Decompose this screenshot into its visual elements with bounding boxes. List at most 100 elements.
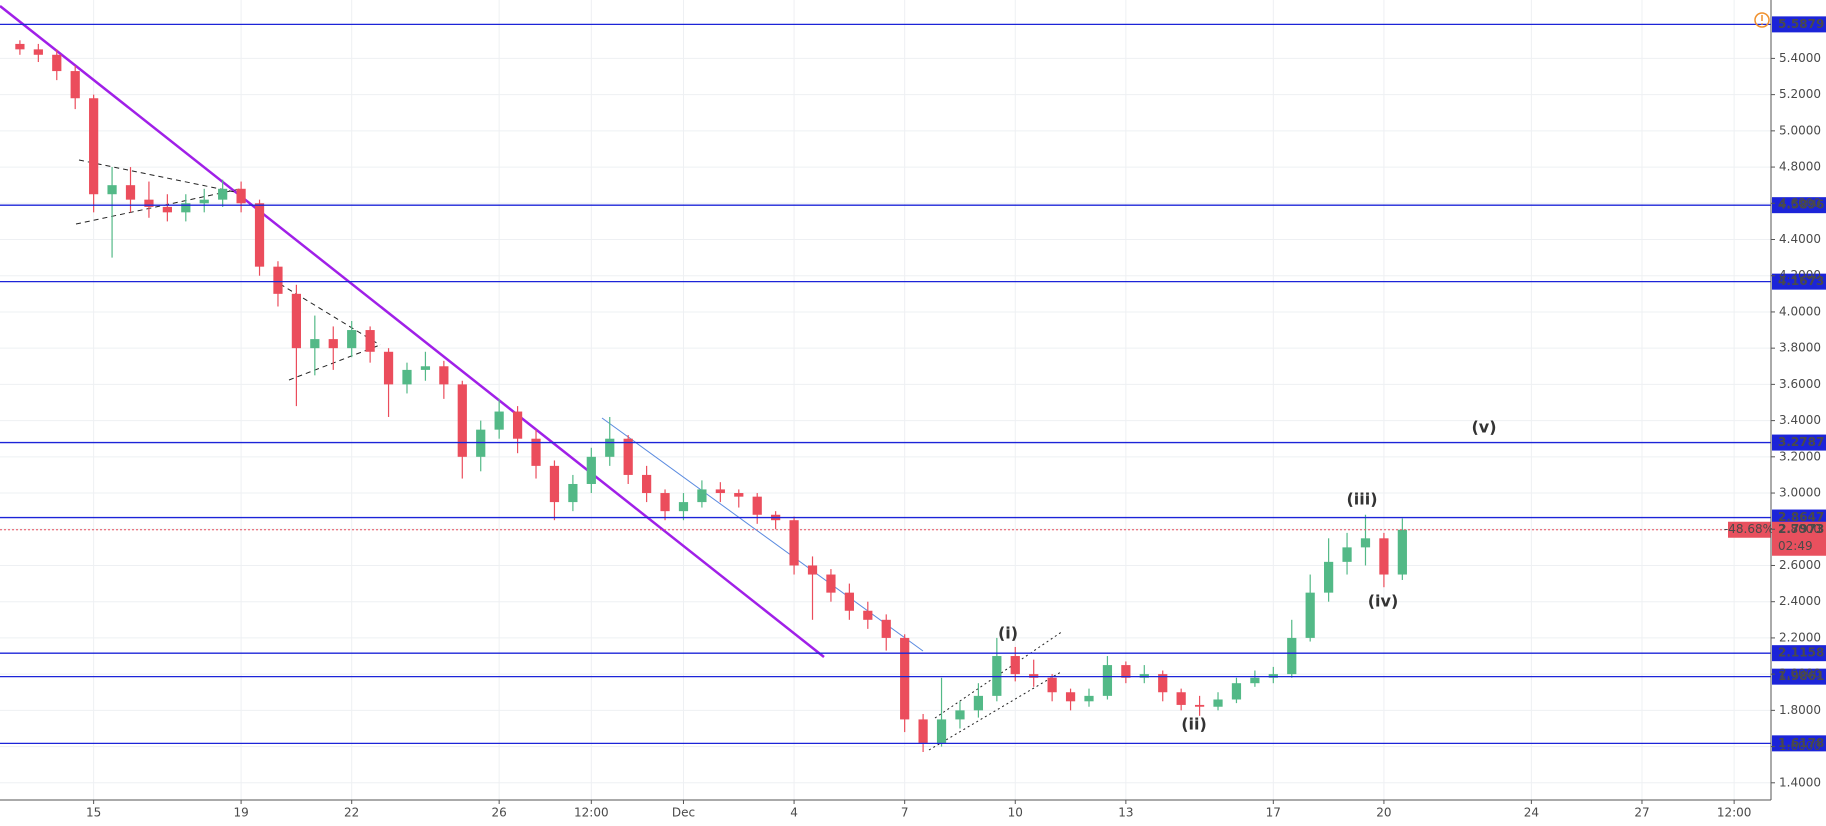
candle-body [623, 438, 633, 475]
triangle-line [75, 188, 241, 225]
level-label: 4.1673 [1778, 274, 1824, 288]
candle-body [1121, 665, 1131, 678]
candle-body [162, 206, 172, 213]
candle-body [512, 411, 523, 439]
triangle-line [78, 159, 241, 194]
candle-body [70, 71, 80, 99]
y-tick-label: 5.0000 [1779, 123, 1821, 137]
candle-body [807, 565, 818, 575]
candle-body [752, 496, 762, 515]
x-tick-label: 13 [1118, 806, 1133, 820]
annotation: (iv) [1368, 592, 1399, 611]
y-tick-label: 2.2000 [1779, 630, 1821, 644]
candle-body [531, 438, 541, 466]
y-tick-label: 2.6000 [1779, 558, 1821, 572]
level-label: 2.8647 [1778, 510, 1824, 524]
candle-body [494, 411, 504, 430]
last-price-box [1772, 521, 1826, 556]
level-label: 2.1158 [1778, 646, 1824, 660]
y-tick-label: 1.4000 [1779, 775, 1821, 789]
candle-body [918, 719, 928, 743]
level-label-box [1772, 509, 1826, 526]
y-tick-label: 3.2000 [1779, 449, 1821, 463]
candle-body [605, 438, 615, 457]
y-tick-label: 3.6000 [1779, 377, 1821, 391]
y-tick-label: 4.8000 [1779, 160, 1821, 174]
candle-body [844, 592, 854, 611]
candle-body [439, 366, 449, 385]
alert-circle [1754, 12, 1770, 28]
candle-body [1305, 592, 1315, 638]
candle-body [144, 199, 154, 207]
candle-body [328, 339, 338, 349]
candle-body [826, 574, 836, 593]
candles [15, 40, 1407, 753]
x-tick-label: 10 [1008, 806, 1023, 820]
candle-body [52, 54, 62, 72]
y-tick-label: 3.0000 [1779, 486, 1821, 500]
x-tick-label: 4 [790, 806, 798, 820]
level-label-box [1772, 735, 1826, 752]
candle-body [1287, 637, 1297, 675]
annotations: (i) (ii) (iii) (iv) (v) [998, 418, 1497, 734]
y-tick-label: 4.0000 [1779, 304, 1821, 318]
y-tick-label: 2.0000 [1779, 667, 1821, 681]
x-tick-label: 7 [901, 806, 909, 820]
candle-body [1176, 692, 1186, 705]
candle-body [678, 502, 689, 512]
y-tick-label: 3.4000 [1779, 413, 1821, 427]
candle-body [1250, 677, 1260, 684]
x-tick-label: 20 [1376, 806, 1391, 820]
candle-body [89, 98, 99, 195]
level-label-box [1772, 197, 1826, 214]
candle-body [273, 266, 283, 294]
level-label: 4.5896 [1778, 198, 1824, 212]
x-tick-label: 26 [492, 806, 507, 820]
candle-body [1342, 547, 1352, 562]
candle-body [1065, 692, 1076, 702]
candle-body [236, 188, 246, 204]
candle-body [715, 489, 725, 494]
candle-body [881, 619, 891, 638]
x-tick-label: Dec [672, 806, 695, 820]
candle-body [900, 637, 910, 720]
candle-body [310, 339, 320, 349]
x-tick-label: 22 [344, 806, 359, 820]
candle-body [1379, 538, 1389, 575]
candle-body [1010, 656, 1020, 675]
candle-body [1158, 674, 1168, 693]
annotation: (v) [1471, 418, 1496, 437]
candle-body [1084, 695, 1094, 702]
y-tick-label: 5.4000 [1779, 51, 1821, 65]
candle-body [420, 366, 431, 370]
candle-body [660, 493, 670, 512]
candle-body [697, 489, 707, 503]
candle-body [789, 520, 799, 566]
x-tick-label: 12:00 [1717, 806, 1752, 820]
candle-body [1397, 529, 1407, 575]
candle-body [107, 185, 117, 195]
axes: 1.4000 1.6000 1.8000 2.0000 2.2000 2.4000 2.60… [86, 51, 1821, 820]
candle-body [586, 456, 596, 484]
trend-line [0, 5, 825, 658]
x-tick-label: 17 [1266, 806, 1281, 820]
candle-body [992, 656, 1002, 696]
annotation: (iii) [1346, 490, 1377, 509]
annotation: (i) [998, 624, 1018, 643]
candle-body [1047, 677, 1057, 693]
candle-body [1360, 538, 1371, 548]
candle-body [402, 369, 412, 385]
candle-body [15, 43, 25, 50]
candle-body [642, 474, 652, 494]
y-tick-label: 3.8000 [1779, 341, 1821, 355]
alert-dot [1761, 23, 1763, 25]
x-tick-label: 12:00 [574, 806, 609, 820]
y-tick-label: 4.2000 [1779, 268, 1821, 282]
channel-dotted [934, 630, 1064, 719]
level-label-box [1772, 668, 1826, 685]
candle-body [936, 719, 947, 743]
level-label-box [1772, 16, 1826, 33]
last-change-box [1728, 521, 1771, 538]
